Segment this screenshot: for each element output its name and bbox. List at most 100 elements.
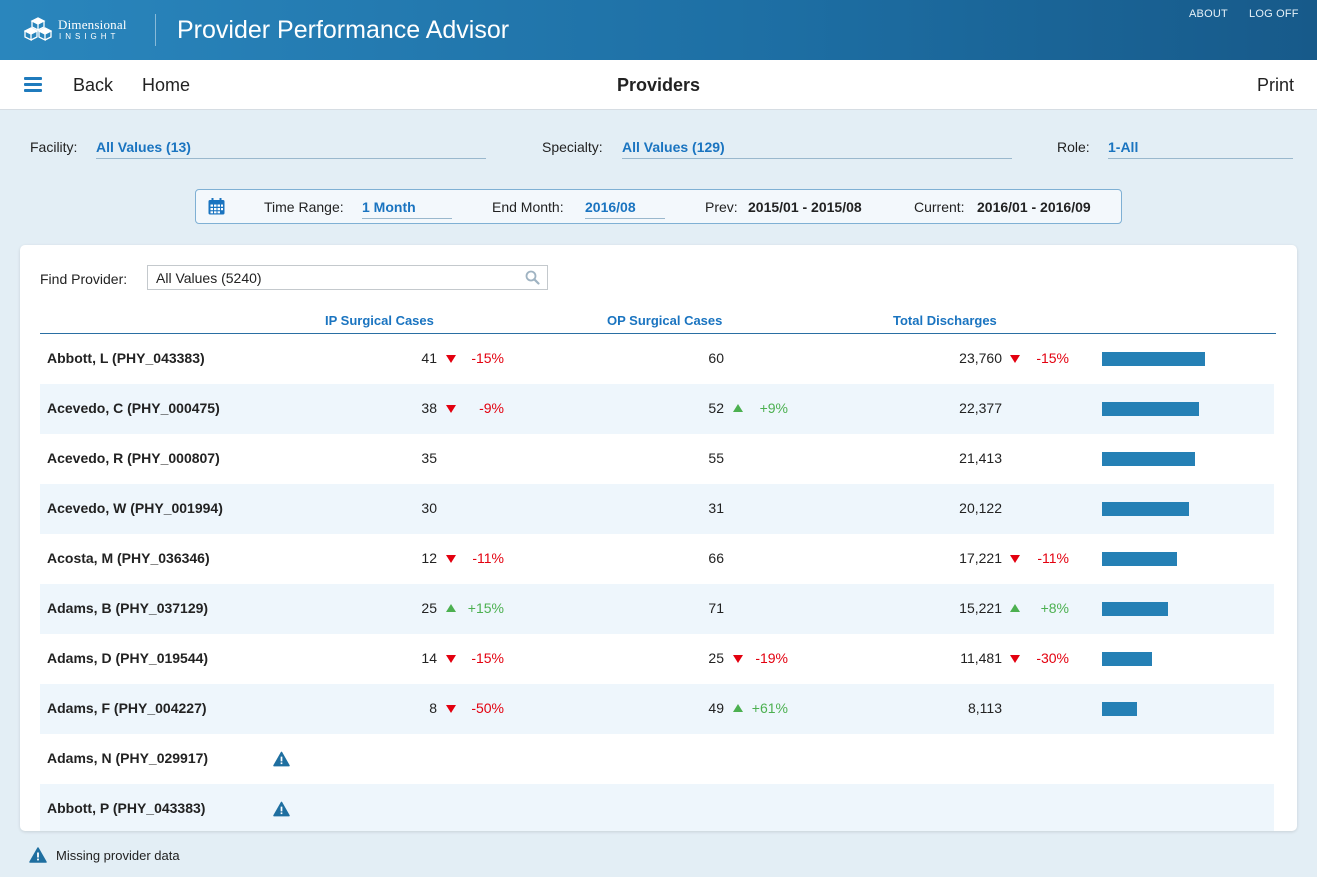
log-off-link[interactable]: LOG OFF	[1249, 8, 1299, 20]
brand-sub: INSIGHT	[59, 32, 120, 41]
table-row[interactable]: Abbott, L (PHY_043383) 41 -15% 60 23,760 -15%	[40, 334, 1274, 384]
trend-down-icon	[1010, 555, 1020, 563]
table-row[interactable]: Acosta, M (PHY_036346) 12 -11% 66 17,221 -11%	[40, 534, 1274, 584]
total-discharges-value: 8,113	[968, 700, 1002, 716]
print-button[interactable]: Print	[1257, 75, 1295, 95]
table-row[interactable]: Adams, B (PHY_037129) 25 +15% 71 15,221 +8%	[40, 584, 1274, 634]
op-surgical-value: 71	[708, 600, 724, 616]
role-selector[interactable]: 1-All	[1108, 131, 1293, 159]
banner-divider	[155, 14, 156, 46]
table-row[interactable]: Acevedo, R (PHY_000807) 35 55 21,413	[40, 434, 1274, 484]
specialty-selector[interactable]: All Values (129)	[622, 131, 1012, 159]
trend-down-icon	[733, 655, 743, 663]
table-row[interactable]: Adams, N (PHY_029917)	[40, 734, 1274, 784]
op-surgical-value: 55	[708, 450, 724, 466]
app-banner: Dimensional INSIGHT Provider Performance…	[0, 0, 1317, 60]
ip-surgical-value: 12	[421, 550, 437, 566]
total-discharges-change: +8%	[1040, 600, 1069, 616]
trend-up-icon	[446, 604, 456, 612]
total-discharges-value: 17,221	[959, 550, 1002, 566]
ip-surgical-value: 35	[421, 450, 437, 466]
page-title: Providers	[616, 75, 701, 95]
total-discharges-bar	[1102, 452, 1195, 466]
provider-name[interactable]: Acevedo, W (PHY_001994)	[47, 500, 223, 516]
ip-surgical-change: -50%	[471, 700, 504, 716]
total-discharges-value: 20,122	[959, 500, 1002, 516]
warning-icon	[29, 847, 47, 863]
total-discharges-value: 15,221	[959, 600, 1002, 616]
provider-name[interactable]: Acevedo, R (PHY_000807)	[47, 450, 220, 466]
ip-surgical-cases-header[interactable]: IP Surgical Cases	[325, 313, 434, 328]
provider-name[interactable]: Acevedo, C (PHY_000475)	[47, 400, 220, 416]
op-surgical-value: 60	[708, 350, 724, 366]
end-month-selector[interactable]: 2016/08	[585, 191, 665, 219]
total-discharges-value: 11,481	[960, 650, 1002, 666]
table-row[interactable]: Adams, D (PHY_019544) 14 -15% 25 -19% 11,481 -…	[40, 634, 1274, 684]
ip-surgical-value: 30	[421, 500, 437, 516]
header-rule	[40, 333, 1276, 334]
op-surgical-value: 66	[708, 550, 724, 566]
ip-surgical-change: -15%	[471, 350, 504, 366]
total-discharges-header[interactable]: Total Discharges	[893, 313, 997, 328]
provider-name[interactable]: Adams, N (PHY_029917)	[47, 750, 209, 766]
trend-down-icon	[446, 405, 456, 413]
ip-surgical-value: 8	[429, 700, 437, 716]
trend-down-icon	[1010, 655, 1020, 663]
op-surgical-value: 49	[708, 700, 724, 716]
total-discharges-bar	[1102, 502, 1189, 516]
role-label: Role:	[1057, 139, 1090, 155]
provider-name[interactable]: Adams, F (PHY_004227)	[47, 700, 207, 716]
specialty-label: Specialty:	[542, 139, 603, 155]
ip-surgical-change: -11%	[472, 550, 504, 566]
trend-up-icon	[1010, 604, 1020, 612]
facility-selector[interactable]: All Values (13)	[96, 131, 486, 159]
ip-surgical-value: 14	[421, 650, 437, 666]
total-discharges-value: 22,377	[959, 400, 1002, 416]
warning-icon[interactable]	[273, 801, 290, 817]
total-discharges-bar	[1102, 552, 1177, 566]
total-discharges-bar	[1102, 402, 1199, 416]
trend-down-icon	[446, 355, 456, 363]
current-range: 2016/01 - 2016/09	[977, 199, 1091, 215]
provider-name[interactable]: Adams, B (PHY_037129)	[47, 600, 209, 616]
provider-name[interactable]: Abbott, P (PHY_043383)	[47, 800, 206, 816]
provider-name[interactable]: Abbott, L (PHY_043383)	[47, 350, 205, 366]
trend-down-icon	[446, 555, 456, 563]
prev-label: Prev:	[705, 199, 738, 215]
provider-name[interactable]: Acosta, M (PHY_036346)	[47, 550, 210, 566]
prev-range: 2015/01 - 2015/08	[748, 199, 862, 215]
total-discharges-change: -11%	[1037, 550, 1069, 566]
ip-surgical-change: +15%	[467, 600, 504, 616]
providers-card: Find Provider: IP Surgical Cases OP Surg…	[20, 245, 1297, 831]
trend-up-icon	[733, 404, 743, 412]
current-label: Current:	[914, 199, 965, 215]
end-month-label: End Month:	[492, 199, 564, 215]
ip-surgical-value: 25	[421, 600, 437, 616]
op-surgical-value: 52	[708, 400, 724, 416]
about-link[interactable]: ABOUT	[1189, 8, 1228, 20]
find-provider-input[interactable]	[147, 265, 548, 290]
total-discharges-bar	[1102, 352, 1205, 366]
total-discharges-value: 23,760	[959, 350, 1002, 366]
warning-icon[interactable]	[273, 751, 290, 767]
table-row[interactable]: Acevedo, C (PHY_000475) 38 -9% 52 +9% 22,377	[40, 384, 1274, 434]
trend-down-icon	[1010, 355, 1020, 363]
table-row[interactable]: Adams, F (PHY_004227) 8 -50% 49 +61% 8,113	[40, 684, 1274, 734]
back-button[interactable]: Back	[73, 75, 114, 95]
time-range-selector[interactable]: 1 Month	[362, 191, 452, 219]
home-button[interactable]: Home	[142, 75, 191, 95]
search-icon[interactable]	[525, 270, 540, 285]
calendar-icon[interactable]	[208, 198, 225, 215]
menu-icon[interactable]	[24, 77, 42, 93]
ip-surgical-change: -9%	[479, 400, 504, 416]
provider-table: Abbott, L (PHY_043383) 41 -15% 60 23,760 -15%…	[40, 334, 1274, 831]
trend-down-icon	[446, 705, 456, 713]
legend-text: Missing provider data	[56, 848, 180, 863]
ip-surgical-value: 38	[421, 400, 437, 416]
op-surgical-cases-header[interactable]: OP Surgical Cases	[607, 313, 723, 328]
table-row[interactable]: Acevedo, W (PHY_001994) 30 31 20,122	[40, 484, 1274, 534]
provider-name[interactable]: Adams, D (PHY_019544)	[47, 650, 209, 666]
trend-up-icon	[733, 704, 743, 712]
ip-surgical-change: -15%	[471, 650, 504, 666]
table-row[interactable]: Abbott, P (PHY_043383)	[40, 784, 1274, 831]
